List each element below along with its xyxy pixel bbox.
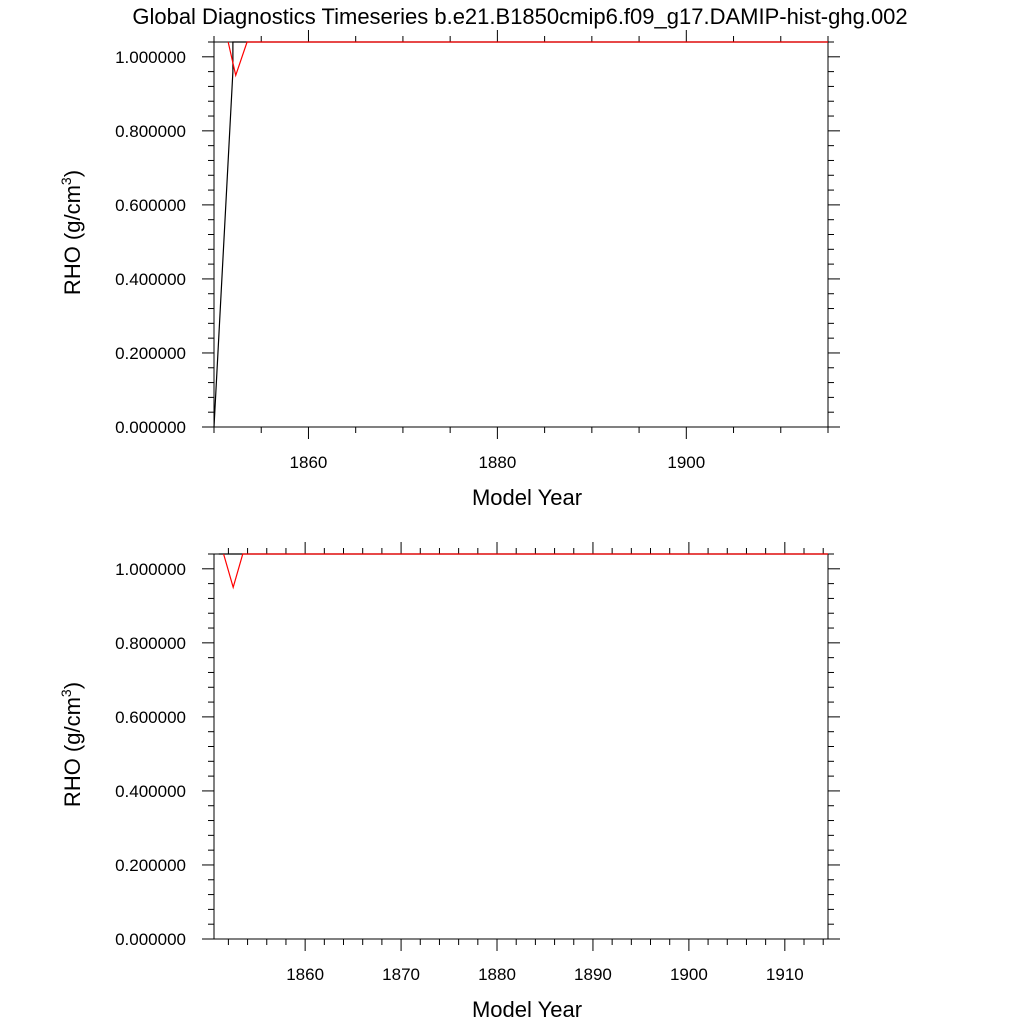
chart2-x-tick-label: 1880 [478, 965, 516, 984]
chart2-y-tick-label: 0.400000 [115, 782, 186, 801]
chart2-x-tick-label: 1910 [766, 965, 804, 984]
chart1-y-tick-label: 0.600000 [115, 196, 186, 215]
chart2-y-tick-label: 0.600000 [115, 708, 186, 727]
chart2-y-tick-label: 0.200000 [115, 856, 186, 875]
chart2-y-tick-label: 0.000000 [115, 930, 186, 949]
chart1-y-axis-title: RHO (g/cm3) [58, 170, 85, 295]
chart1-y-tick-label: 0.400000 [115, 270, 186, 289]
chart1-series-line-1 [213, 41, 828, 428]
chart1-plot-frame [213, 41, 829, 428]
chart1-y-tick-label: 0.000000 [115, 418, 186, 437]
chart2-x-tick-label: 1860 [286, 965, 324, 984]
chart1-y-tick-label: 0.200000 [115, 344, 186, 363]
chart1-x-tick-label: 1880 [478, 453, 516, 472]
chart2-plot-frame [213, 553, 829, 940]
chart1-x-tick-label: 1900 [667, 453, 705, 472]
chart1-x-tick-label: 1860 [290, 453, 328, 472]
chart2-x-axis-title: Model Year [472, 997, 582, 1022]
chart1-y-tick-label: 0.800000 [115, 122, 186, 141]
chart2-x-tick-label: 1890 [574, 965, 612, 984]
chart2-series-line-2 [223, 553, 828, 590]
chart1-y-tick-label: 1.000000 [115, 48, 186, 67]
chart-title: Global Diagnostics Timeseries b.e21.B185… [132, 4, 907, 29]
chart2-x-tick-label: 1870 [382, 965, 420, 984]
chart2-y-axis-title: RHO (g/cm3) [58, 682, 85, 807]
chart1-series-line-2 [227, 41, 828, 78]
chart1-x-axis-title: Model Year [472, 485, 582, 510]
chart2-y-tick-label: 1.000000 [115, 560, 186, 579]
chart2-y-tick-label: 0.800000 [115, 634, 186, 653]
chart2-x-tick-label: 1900 [670, 965, 708, 984]
